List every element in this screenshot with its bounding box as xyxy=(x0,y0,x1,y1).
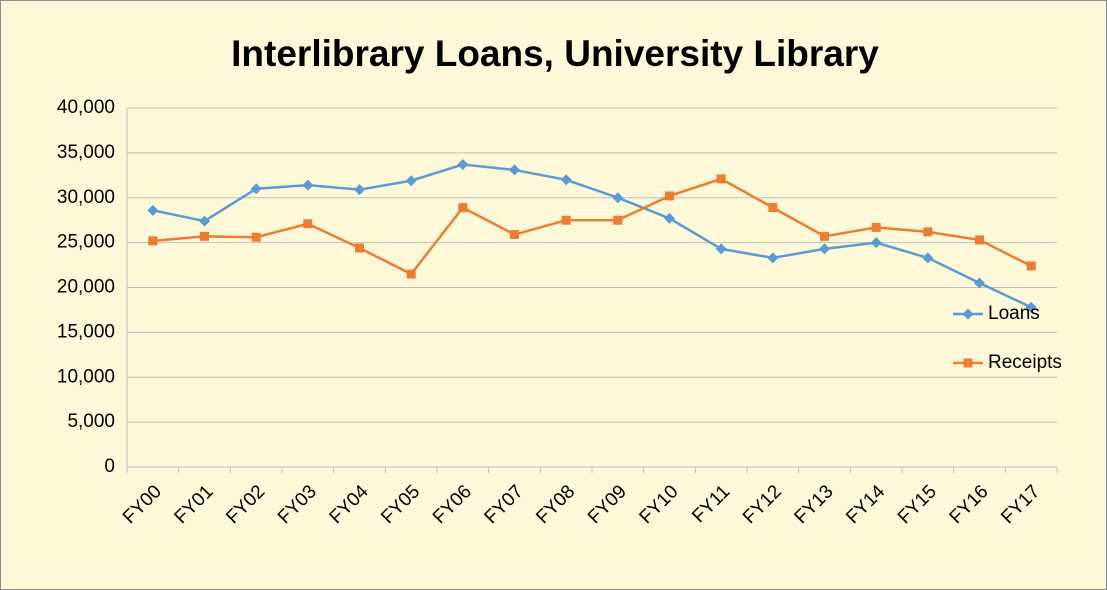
y-tick-label: 10,000 xyxy=(57,366,115,387)
y-tick-label: 20,000 xyxy=(57,277,115,298)
y-tick-label: 0 xyxy=(104,456,115,477)
marker xyxy=(819,243,830,255)
marker xyxy=(251,232,261,242)
marker xyxy=(962,308,974,320)
marker xyxy=(612,192,624,204)
marker xyxy=(405,175,417,187)
chart-title: Interlibrary Loans, University Library xyxy=(231,33,879,74)
legend-label: Loans xyxy=(988,303,1040,324)
marker xyxy=(302,179,314,191)
marker xyxy=(355,243,364,253)
marker xyxy=(510,230,519,240)
marker xyxy=(963,358,973,368)
series-line xyxy=(152,177,1032,276)
marker xyxy=(1025,301,1037,313)
marker xyxy=(613,215,623,225)
y-tick-label: 40,000 xyxy=(57,97,115,118)
marker xyxy=(560,174,572,186)
marker xyxy=(354,184,365,196)
marker xyxy=(871,222,881,232)
marker xyxy=(250,183,262,195)
marker xyxy=(406,269,416,279)
y-tick-label: 30,000 xyxy=(57,187,115,208)
y-tick-label: 35,000 xyxy=(57,142,115,163)
legend-item: Receipts xyxy=(953,352,1062,373)
marker xyxy=(922,252,934,264)
marker xyxy=(457,159,469,171)
y-tick-label: 25,000 xyxy=(57,232,115,253)
series-line xyxy=(152,163,1032,309)
y-tick-label: 5,000 xyxy=(67,411,115,432)
marker xyxy=(561,215,571,225)
marker xyxy=(148,236,158,246)
marker xyxy=(199,215,210,227)
marker xyxy=(768,203,778,213)
marker xyxy=(303,219,313,229)
marker xyxy=(820,231,829,241)
marker xyxy=(870,237,882,249)
marker xyxy=(923,227,933,237)
marker xyxy=(664,212,675,224)
marker xyxy=(147,204,159,216)
marker xyxy=(975,235,984,245)
marker xyxy=(974,277,985,289)
marker xyxy=(200,231,209,241)
marker xyxy=(1026,261,1036,271)
marker xyxy=(458,203,468,213)
marker xyxy=(665,191,674,201)
marker xyxy=(716,174,726,184)
marker xyxy=(715,243,727,255)
marker xyxy=(767,252,779,264)
marker xyxy=(509,164,520,176)
legend-label: Receipts xyxy=(988,352,1062,373)
legend-item: Loans xyxy=(953,303,1040,324)
y-tick-label: 15,000 xyxy=(57,321,115,342)
